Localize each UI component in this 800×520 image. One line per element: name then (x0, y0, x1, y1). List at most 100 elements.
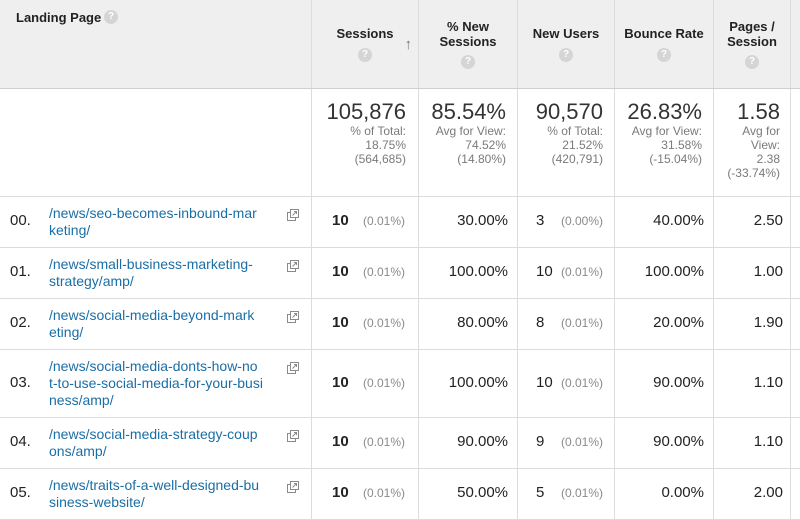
pages-per-session-value: 1.10 (753, 374, 783, 391)
help-icon[interactable]: ? (745, 55, 759, 69)
open-in-new-window-icon[interactable] (287, 481, 300, 494)
table-row: 02. /news/social-media-beyond-mark eting/… (0, 299, 800, 350)
new-users-value: 8 (536, 314, 545, 331)
row-index: 02. (10, 314, 31, 331)
bounce-rate-value: 20.00% (653, 314, 704, 331)
landing-page-link-line[interactable]: /news/social-media-strategy-coup (49, 426, 258, 442)
column-header-landing-page[interactable]: Landing Page (16, 10, 102, 25)
new-users-percent: (0.00%) (561, 214, 604, 228)
landing-page-link-line[interactable]: ness/amp/ (49, 392, 114, 408)
landing-page-link-line[interactable]: /news/small-business-marketing- (49, 256, 253, 272)
help-icon[interactable]: ? (104, 10, 118, 24)
landing-page-link[interactable]: /news/social-media-beyond-mark eting/ (49, 307, 289, 341)
landing-page-link-line[interactable]: /news/social-media-donts-how-no (49, 358, 258, 374)
landing-page-link-line[interactable]: eting/ (49, 324, 84, 340)
open-in-new-window-icon[interactable] (287, 362, 300, 375)
landing-page-link[interactable]: /news/seo-becomes-inbound-mar keting/ (49, 205, 289, 239)
landing-page-link[interactable]: /news/traits-of-a-well-designed-bu siness… (49, 477, 289, 511)
sessions-percent: (0.01%) (363, 435, 406, 449)
table-row: 01. /news/small-business-marketing-strat… (0, 248, 800, 299)
new-sessions-value: 80.00% (457, 314, 508, 331)
landing-page-link-line[interactable]: strategy/amp/ (49, 273, 134, 289)
total-pages-session: 1.58 Avg for View: 2.38 (-33.74%) (727, 99, 780, 181)
table-row: 00. /news/seo-becomes-inbound-mar keting/… (0, 197, 800, 248)
row-index: 04. (10, 433, 31, 450)
table-row: 05. /news/traits-of-a-well-designed-bu si… (0, 469, 800, 520)
sessions-percent: (0.01%) (363, 376, 406, 390)
sort-ascending-icon[interactable]: ↑ (404, 36, 413, 53)
bounce-rate-value: 90.00% (653, 374, 704, 391)
bounce-rate-value: 40.00% (653, 212, 704, 229)
open-in-new-window-icon[interactable] (287, 311, 300, 324)
new-users-value: 10 (536, 374, 553, 391)
column-header-pages-session[interactable]: Pages / Session ? (727, 19, 777, 69)
row-index: 05. (10, 484, 31, 501)
landing-page-link-line[interactable]: siness-website/ (49, 494, 145, 510)
sessions-value: 10 (332, 212, 349, 229)
landing-page-link[interactable]: /news/social-media-donts-how-no t-to-use-… (49, 358, 289, 409)
landing-page-link-line[interactable]: ons/amp/ (49, 443, 107, 459)
total-sessions: 105,876 % of Total: 18.75% (564,685) (326, 99, 406, 167)
new-users-value: 5 (536, 484, 545, 501)
sessions-percent: (0.01%) (363, 316, 406, 330)
landing-page-link[interactable]: /news/social-media-strategy-coup ons/amp/ (49, 426, 289, 460)
open-in-new-window-icon[interactable] (287, 209, 300, 222)
help-icon[interactable]: ? (358, 48, 372, 62)
new-users-percent: (0.01%) (561, 486, 604, 500)
help-icon[interactable]: ? (657, 48, 671, 62)
help-icon[interactable]: ? (559, 48, 573, 62)
new-users-percent: (0.01%) (561, 376, 604, 390)
new-sessions-value: 100.00% (448, 374, 508, 391)
new-users-percent: (0.01%) (561, 265, 604, 279)
total-new-users: 90,570 % of Total: 21.52% (420,791) (535, 99, 603, 167)
new-users-percent: (0.01%) (561, 435, 604, 449)
new-users-value: 3 (536, 212, 545, 229)
table-header: Landing Page ? Sessions ? ↑ % New Sessio… (0, 0, 800, 89)
pages-per-session-value: 1.00 (753, 263, 783, 280)
sessions-percent: (0.01%) (363, 265, 406, 279)
column-header-bounce-rate[interactable]: Bounce Rate ? (624, 26, 704, 62)
open-in-new-window-icon[interactable] (287, 430, 300, 443)
column-header-new-users[interactable]: New Users ? (532, 26, 600, 62)
total-bounce-rate: 26.83% Avg for View: 31.58% (-15.04%) (627, 99, 702, 167)
row-index: 00. (10, 212, 31, 229)
sessions-value: 10 (332, 484, 349, 501)
sessions-value: 10 (332, 374, 349, 391)
landing-page-link-line[interactable]: keting/ (49, 222, 91, 238)
open-in-new-window-icon[interactable] (287, 260, 300, 273)
new-users-percent: (0.01%) (561, 316, 604, 330)
table-row: 04. /news/social-media-strategy-coup ons/… (0, 418, 800, 469)
bounce-rate-value: 0.00% (661, 484, 704, 501)
column-header-sessions[interactable]: Sessions ? ↑ (336, 26, 413, 62)
pages-per-session-value: 1.90 (753, 314, 783, 331)
table-row: 03. /news/social-media-donts-how-no t-to-… (0, 350, 800, 418)
new-users-value: 9 (536, 433, 545, 450)
column-header-new-sessions[interactable]: % New Sessions ? (439, 19, 497, 69)
sessions-percent: (0.01%) (363, 214, 406, 228)
sessions-value: 10 (332, 433, 349, 450)
totals-row: 105,876 % of Total: 18.75% (564,685) 85.… (0, 89, 800, 197)
row-index: 03. (10, 374, 31, 391)
landing-page-link-line[interactable]: t-to-use-social-media-for-your-busi (49, 375, 263, 391)
pages-per-session-value: 2.50 (753, 212, 783, 229)
new-sessions-value: 100.00% (448, 263, 508, 280)
new-sessions-value: 90.00% (457, 433, 508, 450)
bounce-rate-value: 100.00% (644, 263, 704, 280)
landing-page-link-line[interactable]: /news/traits-of-a-well-designed-bu (49, 477, 260, 493)
sessions-value: 10 (332, 263, 349, 280)
sessions-percent: (0.01%) (363, 486, 406, 500)
new-sessions-value: 30.00% (457, 212, 508, 229)
new-users-value: 10 (536, 263, 553, 280)
pages-per-session-value: 1.10 (753, 433, 783, 450)
landing-page-link[interactable]: /news/small-business-marketing-strategy/… (49, 256, 289, 290)
bounce-rate-value: 90.00% (653, 433, 704, 450)
pages-per-session-value: 2.00 (753, 484, 783, 501)
help-icon[interactable]: ? (461, 55, 475, 69)
total-new-sessions: 85.54% Avg for View: 74.52% (14.80%) (431, 99, 506, 167)
new-sessions-value: 50.00% (457, 484, 508, 501)
landing-page-link-line[interactable]: /news/social-media-beyond-mark (49, 307, 255, 323)
row-index: 01. (10, 263, 31, 280)
sessions-value: 10 (332, 314, 349, 331)
landing-page-link-line[interactable]: /news/seo-becomes-inbound-mar (49, 205, 257, 221)
